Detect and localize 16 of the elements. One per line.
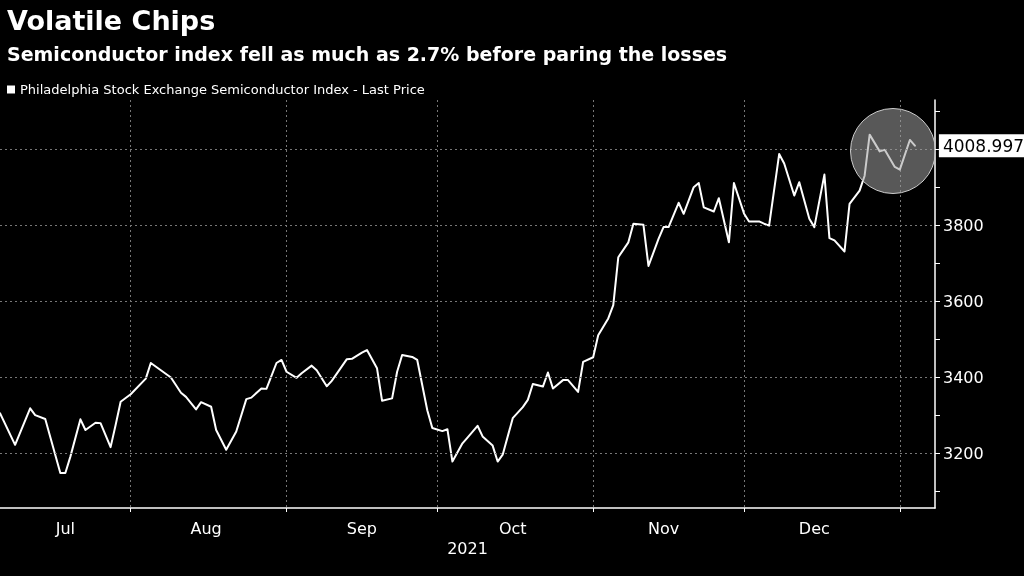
- chart-title: Volatile Chips: [7, 5, 216, 36]
- x-tick-label: Sep: [346, 518, 378, 538]
- y-tick-label: 3400: [943, 367, 984, 387]
- y-tick-label: 3600: [943, 291, 984, 311]
- y-tick-label: 3800: [943, 215, 984, 235]
- x-tick-label: Dec: [798, 518, 830, 538]
- data-label: 4008.997: [942, 135, 1024, 156]
- y-tick-label: 3200: [943, 444, 984, 464]
- x-axis-title: 2021: [447, 539, 488, 559]
- x-tick-label: Jul: [54, 518, 76, 538]
- x-tick-label: Nov: [647, 518, 680, 538]
- x-tick-label: Aug: [190, 518, 222, 538]
- chart-subtitle: Semiconductor index fell as much as 2.7% before paring the losses: [7, 42, 728, 65]
- legend-label: Philadelphia Stock Exchange Semiconductor Index - Last Price: [20, 82, 425, 97]
- line-series: [0, 133, 916, 474]
- x-tick-label: Oct: [498, 518, 527, 538]
